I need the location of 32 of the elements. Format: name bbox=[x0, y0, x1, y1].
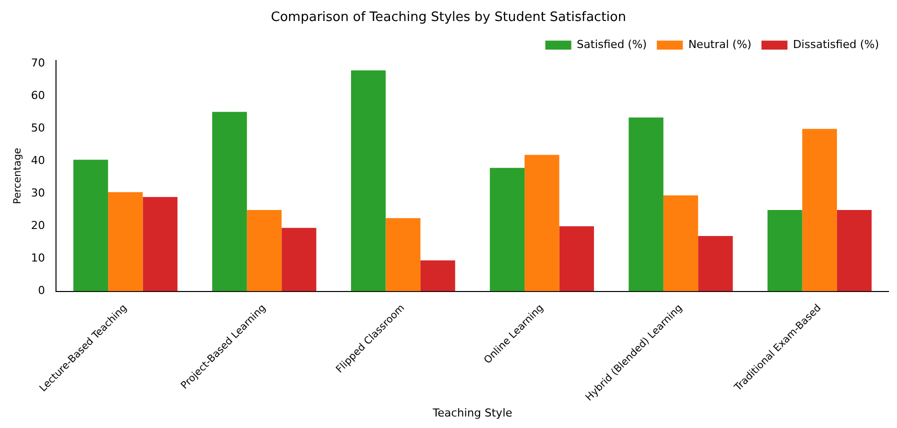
bar bbox=[420, 260, 456, 292]
legend-label: Dissatisfied (%) bbox=[792, 38, 880, 51]
bar bbox=[768, 210, 802, 292]
bar bbox=[73, 160, 108, 292]
bar bbox=[663, 195, 698, 292]
bar bbox=[108, 192, 143, 292]
y-tick-label: 0 bbox=[38, 284, 45, 298]
bar bbox=[628, 117, 664, 292]
bar bbox=[351, 70, 386, 292]
bar bbox=[212, 112, 247, 292]
bar bbox=[698, 236, 733, 292]
y-tick-label: 20 bbox=[30, 219, 45, 232]
bar bbox=[524, 154, 560, 292]
bar bbox=[246, 210, 282, 292]
x-axis-title: Teaching Style bbox=[432, 406, 512, 420]
bar bbox=[490, 168, 525, 292]
y-tick-label: 30 bbox=[30, 186, 45, 200]
bar bbox=[802, 128, 837, 292]
bar bbox=[282, 228, 316, 292]
y-tick-label: 50 bbox=[30, 122, 45, 135]
bar bbox=[142, 197, 178, 292]
y-tick-label: 60 bbox=[30, 89, 45, 102]
bar bbox=[559, 226, 594, 292]
y-tick-label: 10 bbox=[30, 252, 45, 265]
y-tick-label: 40 bbox=[30, 154, 45, 168]
y-axis-title: Percentage bbox=[12, 148, 24, 204]
bar bbox=[836, 210, 872, 292]
y-tick-label: 70 bbox=[30, 56, 45, 70]
bar bbox=[386, 218, 420, 292]
legend-label: Satisfied (%) bbox=[576, 38, 647, 51]
legend-label: Neutral (%) bbox=[688, 38, 752, 51]
chart-title: Comparison of Teaching Styles by Student Satisfaction bbox=[270, 10, 626, 26]
